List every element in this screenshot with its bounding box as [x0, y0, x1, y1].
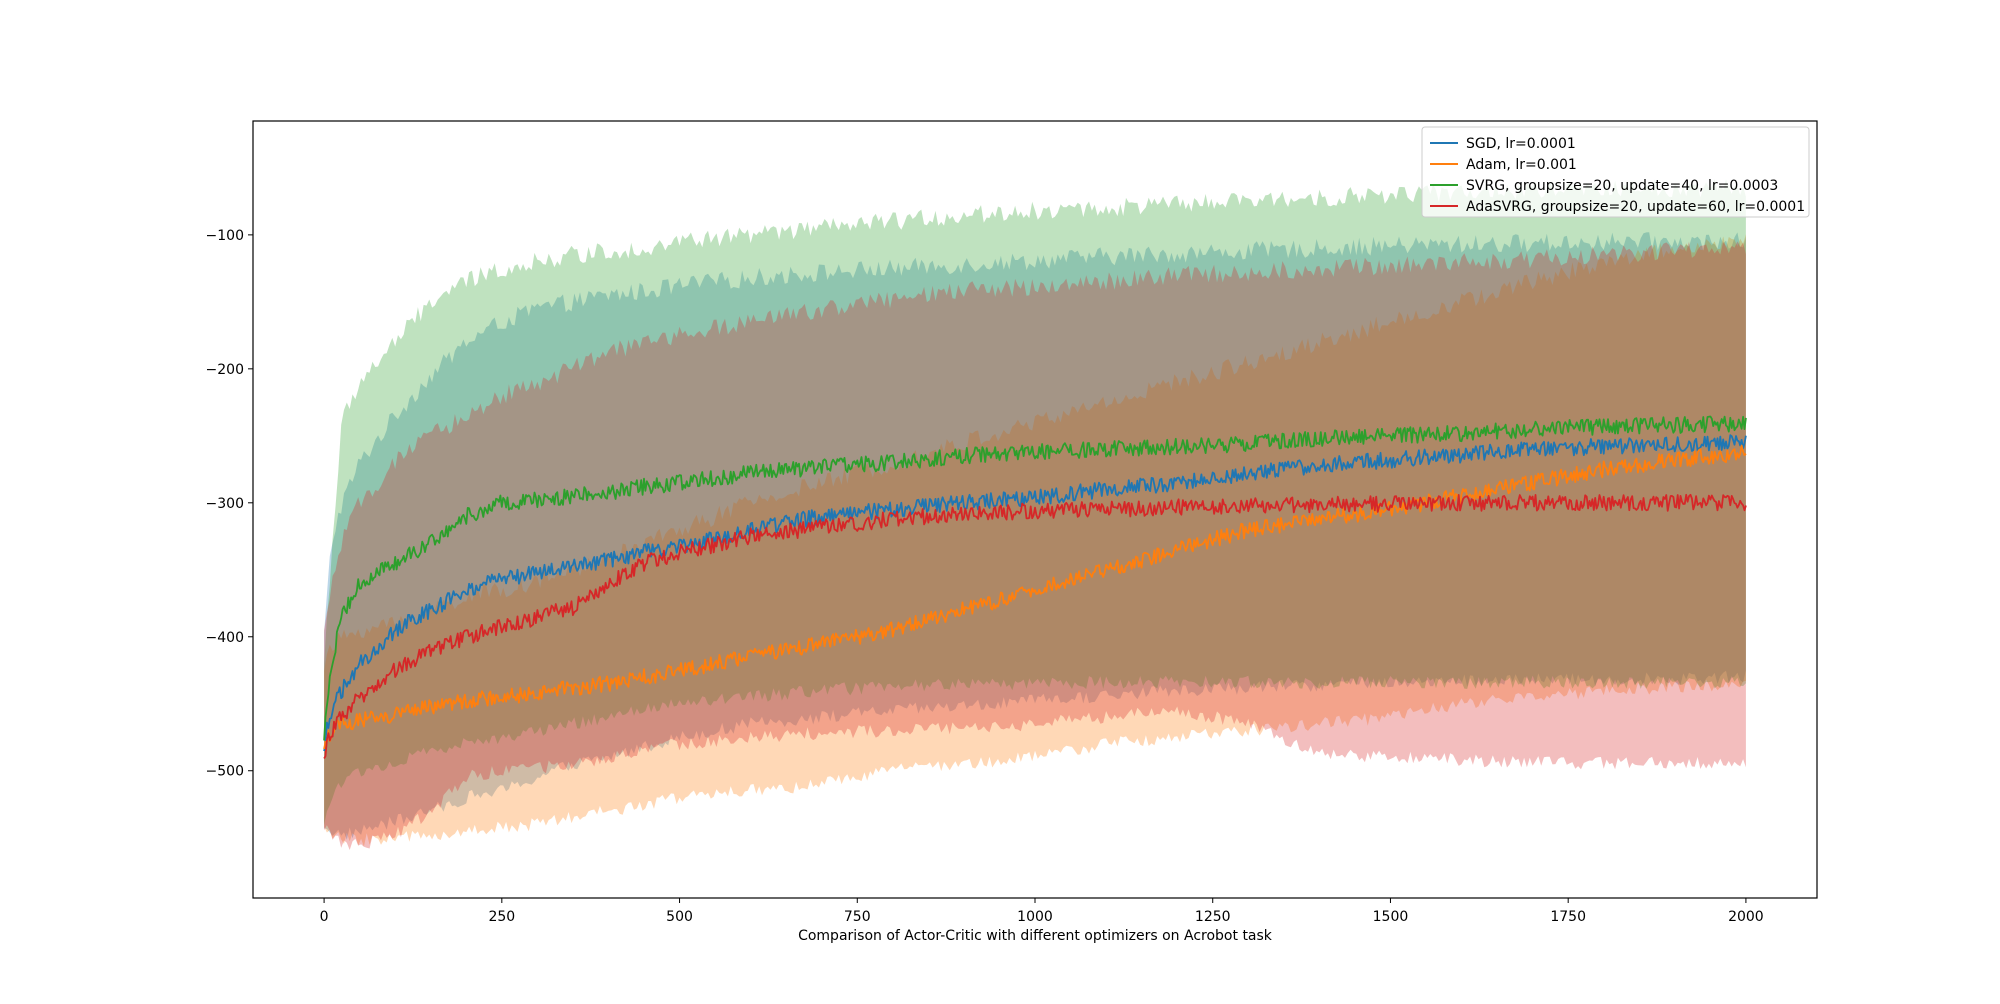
x-tick-label: 500: [666, 909, 693, 925]
legend-label-1: SGD, lr=0.0001: [1466, 136, 1576, 152]
y-tick-label: −500: [206, 764, 244, 780]
legend: SGD, lr=0.0001 Adam, lr=0.001 SVRG, groups…: [1421, 126, 1810, 218]
y-tick-label: −100: [206, 228, 244, 244]
x-tick-label: 1750: [1550, 909, 1586, 925]
x-tick-label: 1500: [1373, 909, 1409, 925]
band-1: [324, 232, 1746, 840]
x-tick-label: 1000: [1017, 909, 1053, 925]
series-line-4: [323, 493, 1747, 759]
confidence-bands: [324, 179, 1746, 850]
x-axis-ticks: 0 250 500 750 1000 1250 1500 1750 2000: [320, 898, 1764, 925]
x-tick-label: 2000: [1728, 909, 1764, 925]
series-line-2: [323, 444, 1747, 750]
band-3: [324, 179, 1746, 826]
legend-label-3: SVRG, groupsize=20, update=40, lr=0.0003: [1466, 178, 1778, 194]
y-tick-label: −400: [206, 630, 244, 646]
y-tick-label: −200: [206, 362, 244, 378]
x-tick-label: 0: [320, 909, 329, 925]
y-axis-ticks: −500 −400 −300 −200 −100: [206, 228, 253, 780]
x-tick-label: 750: [844, 909, 871, 925]
x-tick-label: 250: [488, 909, 515, 925]
band-2: [324, 234, 1746, 847]
y-tick-label: −300: [206, 496, 244, 512]
band-4: [324, 241, 1746, 850]
x-tick-label: 1250: [1195, 909, 1231, 925]
series-line-1: [323, 434, 1747, 752]
series-lines: [323, 415, 1747, 759]
series-line-3: [323, 415, 1747, 741]
legend-box: [1421, 126, 1810, 218]
legend-label-4: AdaSVRG, groupsize=20, update=60, lr=0.0…: [1466, 199, 1805, 215]
legend-label-2: Adam, lr=0.001: [1466, 157, 1577, 173]
x-axis-label: Comparison of Actor-Critic with differen…: [798, 928, 1273, 944]
